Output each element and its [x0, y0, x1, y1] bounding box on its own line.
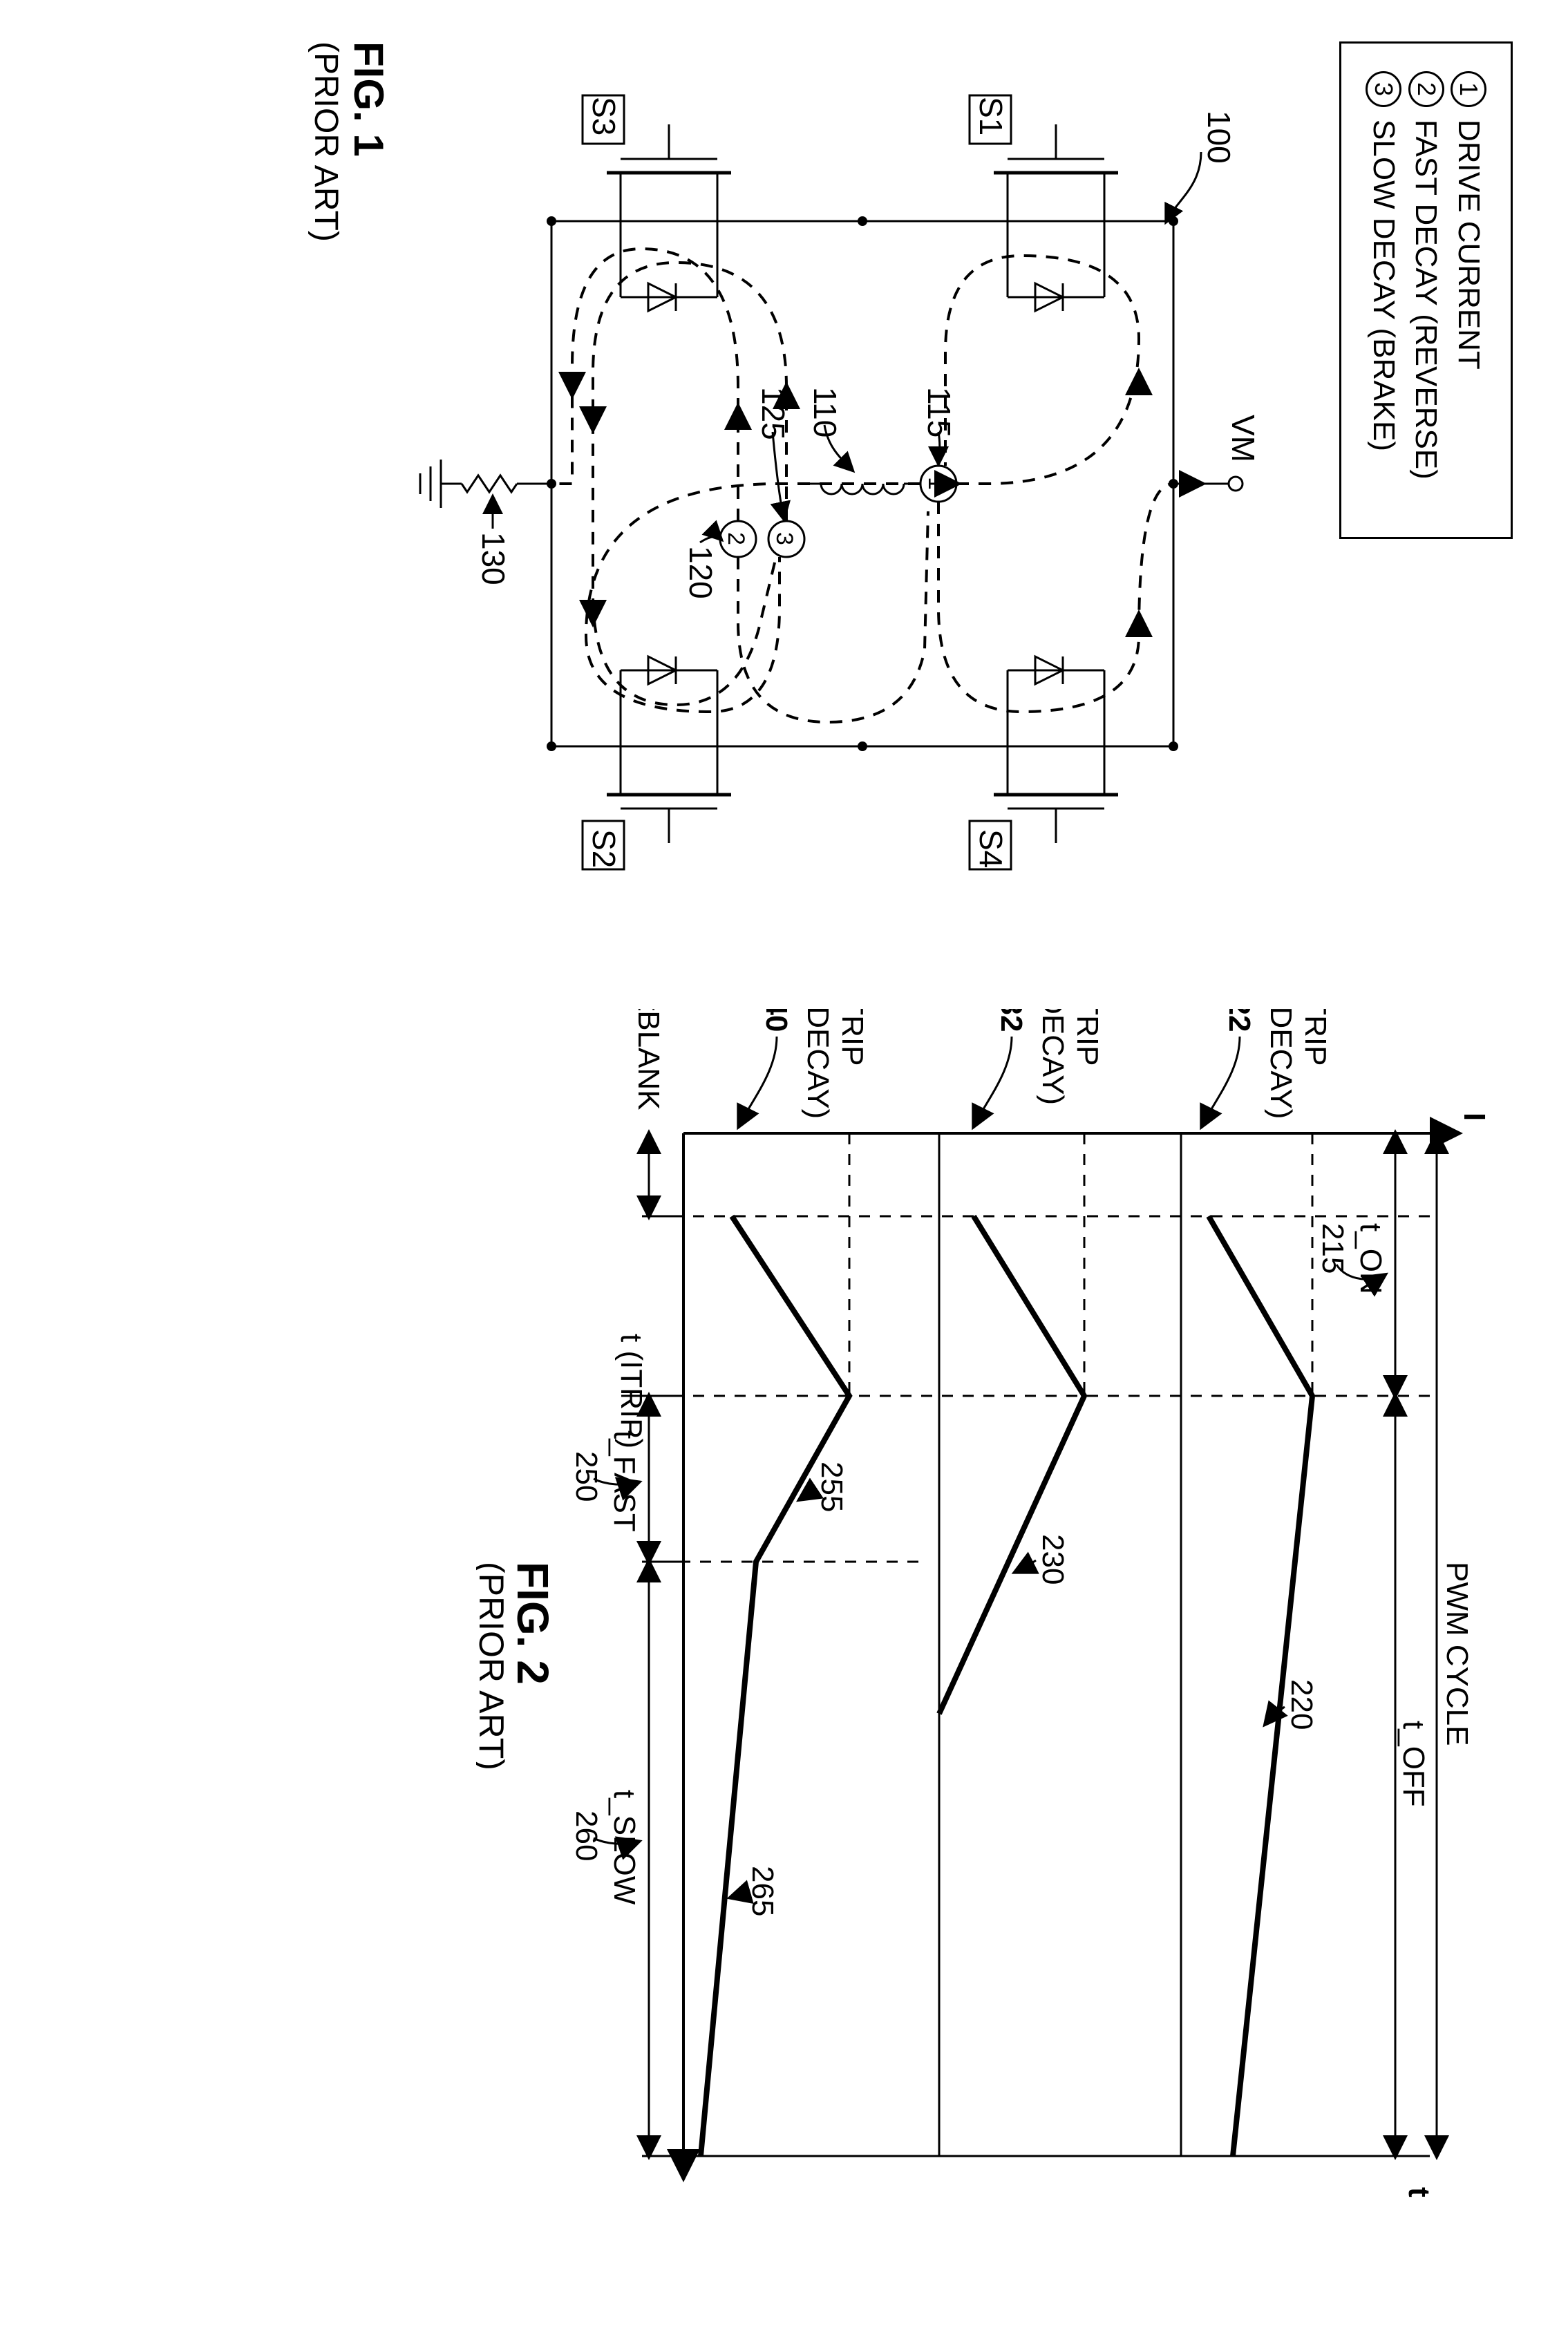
- svg-text:(SLOW DECAY): (SLOW DECAY): [1264, 1009, 1298, 1119]
- svg-text:t_FAST: t_FAST: [607, 1430, 641, 1532]
- load-inductor: [800, 484, 925, 494]
- legend-num-2: 2: [1408, 71, 1444, 107]
- svg-text:I: I: [1457, 1113, 1491, 1121]
- svg-text:(FAST DECAY): (FAST DECAY): [1036, 1009, 1070, 1105]
- svg-text:S1: S1: [973, 97, 1009, 135]
- svg-text:230: 230: [1036, 1534, 1070, 1585]
- svg-text:S3: S3: [586, 97, 622, 135]
- svg-text:ITRIP: ITRIP: [1070, 1009, 1104, 1066]
- legend-item: 1 DRIVE CURRENT: [1447, 71, 1490, 509]
- switch-s1: S1: [970, 95, 1173, 311]
- svg-text:220: 220: [1285, 1679, 1319, 1730]
- legend-item: 3 SLOW DECAY (BRAKE): [1362, 71, 1405, 509]
- svg-text:255: 255: [815, 1462, 849, 1512]
- svg-text:120: 120: [683, 546, 719, 599]
- fig2-chart: I t PWM CYCLE: [476, 1009, 1513, 2218]
- ton-bracket: t_ON 215: [1316, 1133, 1395, 1396]
- fig1-circuit: 100 VM S1: [413, 41, 1312, 871]
- svg-text:240: 240: [759, 1009, 793, 1032]
- svg-text:ITRIP: ITRIP: [835, 1009, 869, 1066]
- pwm-cycle-bracket: PWM CYCLE: [1437, 1133, 1474, 2156]
- fig1-caption: FIG. 1 (PRIOR ART): [307, 41, 393, 871]
- figure-2: I t PWM CYCLE: [307, 1009, 1513, 2184]
- figure-1: 1 DRIVE CURRENT 2 FAST DECAY (REVERSE) 3…: [307, 41, 1513, 871]
- svg-text:S4: S4: [973, 829, 1009, 868]
- svg-text:tBLANK: tBLANK: [632, 1009, 665, 1110]
- svg-text:t_ON: t_ON: [1354, 1223, 1388, 1294]
- svg-text:130: 130: [475, 532, 511, 585]
- svg-text:3: 3: [771, 532, 797, 545]
- legend-item: 2 FAST DECAY (REVERSE): [1405, 71, 1448, 509]
- bottom-brackets: tBLANK t (ITRIP) t_FAST 250 t_SLOW 260: [569, 1009, 683, 2156]
- svg-text:265: 265: [746, 1866, 780, 1916]
- legend-num-1: 1: [1451, 71, 1486, 107]
- svg-text:t: t: [1402, 2187, 1436, 2197]
- svg-text:215: 215: [1316, 1223, 1350, 1274]
- toff-bracket: t_OFF: [1395, 1396, 1430, 2156]
- svg-text:ITRIP: ITRIP: [1298, 1009, 1332, 1066]
- fig1-subcaption: (PRIOR ART): [307, 41, 345, 871]
- legend-label-1: DRIVE CURRENT: [1447, 120, 1490, 370]
- panel-fast: ITRIP (FAST DECAY) 232 230: [939, 1009, 1104, 2156]
- svg-text:115: 115: [921, 387, 957, 437]
- fig1-legend: 1 DRIVE CURRENT 2 FAST DECAY (REVERSE) 3…: [1339, 41, 1513, 539]
- panel-slow: ITRIP (SLOW DECAY) 222 220: [1181, 1009, 1332, 2156]
- legend-label-2: FAST DECAY (REVERSE): [1405, 120, 1448, 480]
- svg-text:FIG. 2: FIG. 2: [508, 1562, 558, 1685]
- svg-text:(PRIOR ART): (PRIOR ART): [476, 1562, 511, 1770]
- svg-text:250: 250: [569, 1451, 603, 1502]
- svg-text:(MIXED DECAY): (MIXED DECAY): [801, 1009, 835, 1119]
- legend-num-3: 3: [1366, 71, 1401, 107]
- svg-text:1: 1: [923, 477, 950, 490]
- fig1-caption-text: FIG. 1: [346, 41, 392, 157]
- svg-text:2: 2: [723, 532, 749, 545]
- switch-s2: S2: [583, 656, 731, 869]
- switch-s4: S4: [970, 656, 1118, 869]
- ref-100: 100: [1201, 111, 1237, 164]
- svg-text:t_SLOW: t_SLOW: [607, 1790, 641, 1905]
- svg-text:260: 260: [569, 1811, 603, 1861]
- legend-label-3: SLOW DECAY (BRAKE): [1362, 120, 1405, 451]
- panel-mixed: ITRIP (MIXED DECAY) 240 255 265: [683, 1009, 869, 2156]
- svg-text:222: 222: [1222, 1009, 1256, 1032]
- svg-text:PWM CYCLE: PWM CYCLE: [1440, 1562, 1474, 1746]
- vm-label: VM: [1225, 415, 1261, 462]
- svg-text:t_OFF: t_OFF: [1397, 1721, 1430, 1807]
- svg-text:232: 232: [994, 1009, 1028, 1032]
- svg-text:S2: S2: [586, 829, 622, 868]
